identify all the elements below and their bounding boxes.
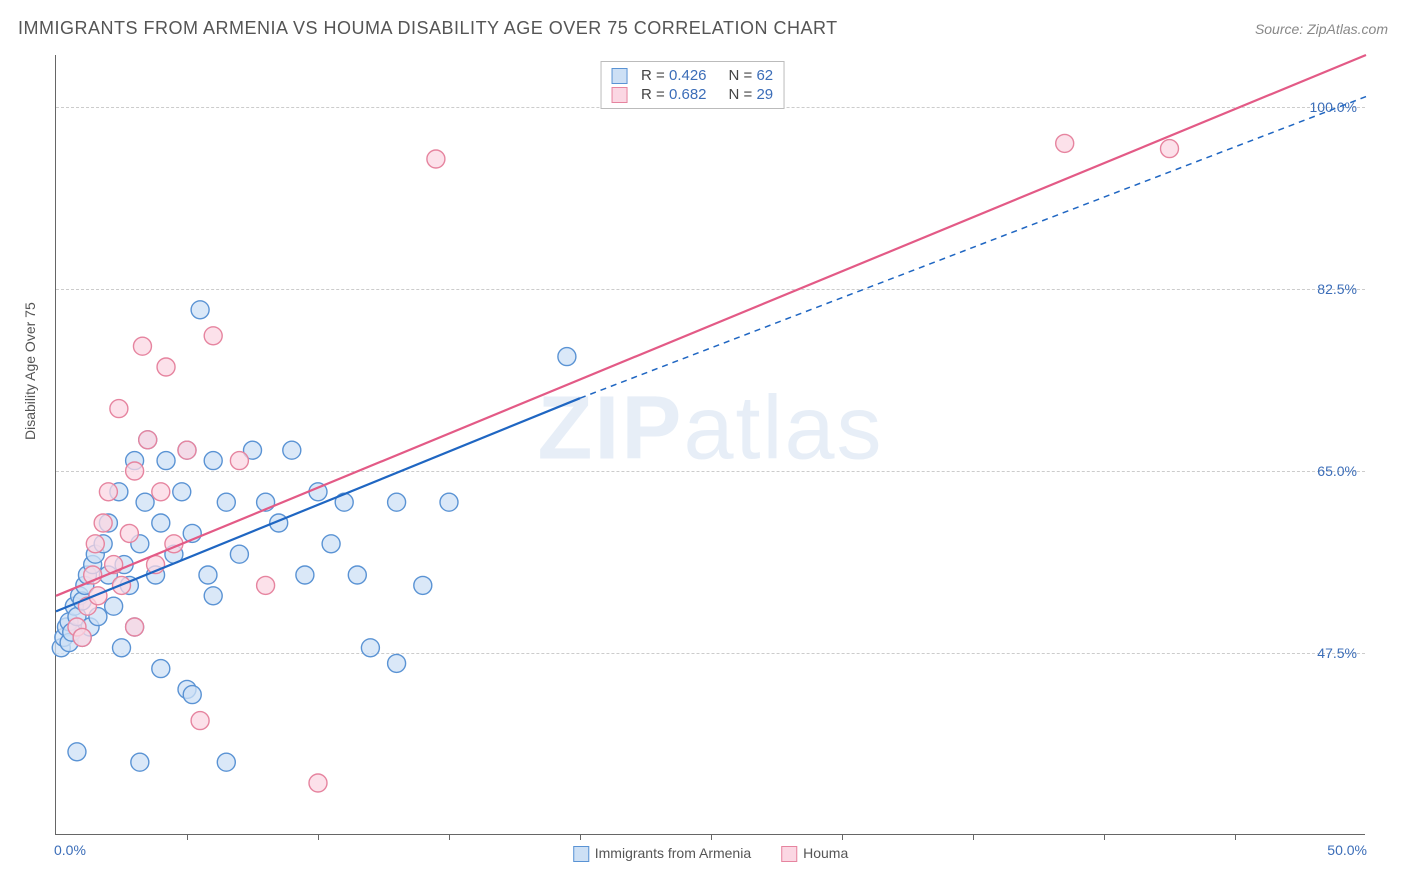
scatter-point: [322, 535, 340, 553]
scatter-point: [120, 524, 138, 542]
x-tick-mark: [449, 834, 450, 840]
scatter-point: [217, 493, 235, 511]
legend-row: R = 0.682N = 29: [611, 85, 773, 104]
scatter-point: [152, 514, 170, 532]
trend-line: [56, 398, 580, 611]
scatter-point: [157, 452, 175, 470]
scatter-point: [178, 441, 196, 459]
scatter-point: [113, 639, 131, 657]
x-tick-end: 50.0%: [1327, 842, 1367, 858]
scatter-point: [296, 566, 314, 584]
x-tick-start: 0.0%: [54, 842, 86, 858]
plot-area: ZIPatlas 47.5%65.0%82.5%100.0% 0.0% 50.0…: [55, 55, 1365, 835]
scatter-point: [558, 348, 576, 366]
scatter-point: [361, 639, 379, 657]
scatter-point: [110, 400, 128, 418]
x-tick-mark: [1235, 834, 1236, 840]
x-tick-mark: [973, 834, 974, 840]
scatter-point: [1161, 140, 1179, 158]
scatter-point: [388, 493, 406, 511]
scatter-point: [86, 535, 104, 553]
scatter-point: [204, 327, 222, 345]
scatter-point: [136, 493, 154, 511]
legend-label: Houma: [803, 845, 848, 861]
scatter-point: [131, 753, 149, 771]
y-axis-label: Disability Age Over 75: [22, 302, 38, 440]
scatter-point: [139, 431, 157, 449]
legend-item: Houma: [781, 845, 848, 862]
scatter-point: [440, 493, 458, 511]
scatter-point: [283, 441, 301, 459]
scatter-point: [99, 483, 117, 501]
legend-swatch: [573, 846, 589, 862]
legend-swatch: [611, 68, 627, 84]
scatter-point: [173, 483, 191, 501]
legend-row: R = 0.426N = 62: [611, 66, 773, 85]
scatter-point: [199, 566, 217, 584]
correlation-legend: R = 0.426N = 62R = 0.682N = 29: [600, 61, 784, 109]
scatter-point: [1056, 134, 1074, 152]
scatter-point: [191, 301, 209, 319]
x-tick-mark: [187, 834, 188, 840]
trend-line: [56, 55, 1366, 596]
scatter-point: [73, 628, 91, 646]
scatter-point: [94, 514, 112, 532]
scatter-point: [414, 576, 432, 594]
legend-item: Immigrants from Armenia: [573, 845, 751, 862]
scatter-point: [204, 452, 222, 470]
scatter-point: [126, 618, 144, 636]
x-tick-mark: [842, 834, 843, 840]
legend-label: Immigrants from Armenia: [595, 845, 751, 861]
x-tick-mark: [1104, 834, 1105, 840]
scatter-point: [230, 545, 248, 563]
trend-line-extrapolated: [580, 97, 1366, 399]
scatter-point: [427, 150, 445, 168]
scatter-point: [204, 587, 222, 605]
scatter-point: [68, 743, 86, 761]
chart-canvas: [56, 55, 1365, 834]
scatter-point: [348, 566, 366, 584]
x-tick-mark: [318, 834, 319, 840]
x-tick-mark: [711, 834, 712, 840]
scatter-point: [191, 712, 209, 730]
legend-swatch: [781, 846, 797, 862]
scatter-point: [152, 660, 170, 678]
scatter-point: [309, 774, 327, 792]
scatter-point: [388, 654, 406, 672]
scatter-point: [157, 358, 175, 376]
scatter-point: [133, 337, 151, 355]
legend-swatch: [611, 87, 627, 103]
source-label: Source: ZipAtlas.com: [1255, 21, 1388, 37]
scatter-point: [126, 462, 144, 480]
scatter-point: [230, 452, 248, 470]
scatter-point: [217, 753, 235, 771]
scatter-point: [105, 597, 123, 615]
scatter-point: [183, 686, 201, 704]
series-legend: Immigrants from Armenia Houma: [573, 845, 849, 862]
scatter-point: [152, 483, 170, 501]
x-tick-mark: [580, 834, 581, 840]
scatter-point: [257, 576, 275, 594]
chart-title: IMMIGRANTS FROM ARMENIA VS HOUMA DISABIL…: [18, 18, 838, 39]
